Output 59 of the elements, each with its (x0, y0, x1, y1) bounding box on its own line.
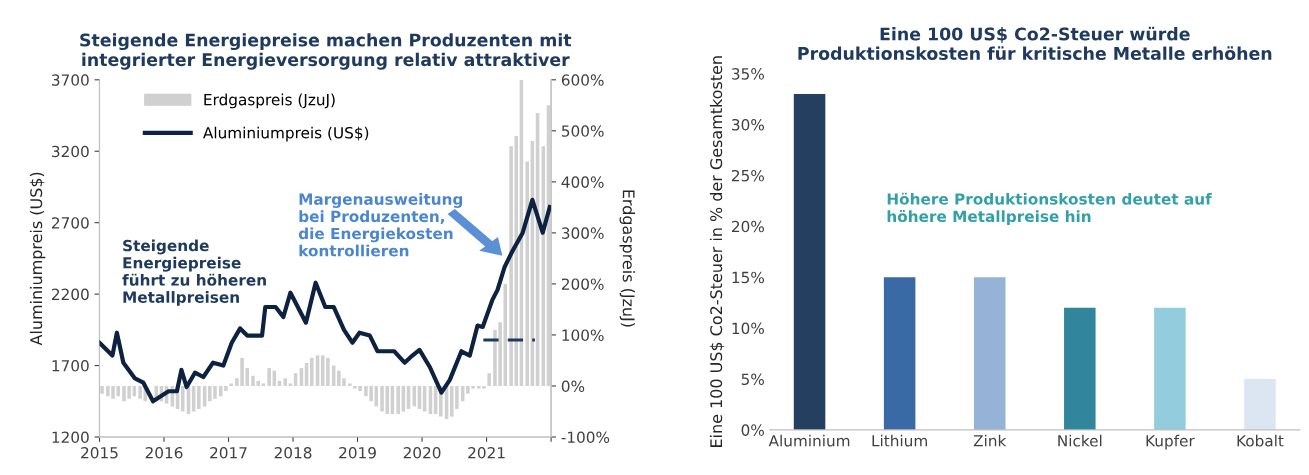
y2-tick-label: 600% (561, 74, 604, 86)
chart-title: Steigende Energiepreise machen Produzenten mit integrierter Energieversorgung relativ attraktiver (80, 33, 572, 70)
annotation: Höhere Produktionskosten deutet auf höhere Metallpreise hin (887, 192, 1212, 226)
y-axis-title: Eine 100 US$ Co2-Steuer in % der Gesamtkosten (709, 56, 725, 447)
y-tick-label: 3700 (52, 74, 89, 86)
y-tick-label: 2700 (52, 217, 89, 229)
bar (309, 357, 314, 386)
y-tick-label: 15% (732, 271, 764, 284)
bar (1244, 378, 1276, 430)
x-tick-label: 2018 (274, 446, 312, 459)
legend-label: Aluminiumpreis (US$) (203, 126, 369, 142)
x-tick-label: 2019 (339, 446, 376, 459)
x-tick-label: Kupfer (1146, 434, 1195, 450)
bar (973, 277, 1006, 430)
y-tick-label: 1200 (52, 431, 89, 444)
y-tick-label: 0% (741, 424, 764, 436)
y-tick-label: 25% (731, 169, 764, 182)
x-tick-label: Lithium (872, 434, 927, 447)
bar (348, 383, 352, 386)
bar (883, 277, 916, 430)
chart-title: Eine 100 US$ Co2-Steuer würde Produktionskosten für kritische Metalle erhöhen (798, 26, 1272, 60)
y-tick-label: 1700 (52, 360, 89, 372)
legend-label: Erdgaspreis (JzuJ) (204, 93, 335, 109)
x-tick-label: Kobalt (1237, 434, 1284, 447)
x-tick-label: Nickel (1058, 434, 1102, 447)
y-axis-title: Aluminiumpreis (US$) (29, 172, 46, 346)
y2-tick-label: 100% (562, 329, 604, 341)
bar (138, 385, 142, 399)
y-tick-label: 30% (732, 118, 764, 131)
y2-axis-title: Erdgaspreis (JzuJ) (619, 190, 635, 327)
x-tick-label: Zink (973, 434, 1007, 447)
bar (487, 373, 491, 386)
x-tick-label: 2021 (468, 446, 505, 459)
y2-tick-label: 0% (561, 380, 585, 392)
y2-tick-label: 500% (561, 125, 604, 137)
bar (1064, 307, 1096, 430)
y2-tick-label: 300% (561, 227, 604, 239)
y-tick-label: 35% (732, 68, 764, 80)
annotation: Steigende Energiepreise führt zu höheren Metallpreisen (122, 239, 266, 306)
x-tick-label: 2015 (81, 446, 118, 459)
bar (261, 383, 266, 386)
y-tick-label: 5% (741, 373, 764, 385)
bar (100, 385, 104, 394)
x-tick-label: 2017 (210, 446, 247, 459)
y-tick-label: 10% (732, 322, 764, 335)
x-tick-label: 2020 (403, 446, 441, 459)
y-tick-label: 2200 (52, 288, 89, 301)
bar (229, 383, 233, 386)
y2-tick-label: -100% (561, 431, 610, 444)
bar (288, 383, 293, 386)
bar (793, 93, 826, 430)
bar (1154, 307, 1186, 430)
y2-tick-label: 400% (561, 176, 604, 188)
x-tick-label: 2016 (145, 446, 183, 459)
y2-tick-label: 200% (561, 278, 604, 290)
y-tick-label: 3200 (52, 145, 89, 158)
x-tick-label: Aluminium (768, 434, 850, 447)
y-tick-label: 20% (731, 220, 764, 233)
annotation: Margenausweitung bei Produzenten, die Energiekosten kontrollieren (298, 193, 463, 257)
